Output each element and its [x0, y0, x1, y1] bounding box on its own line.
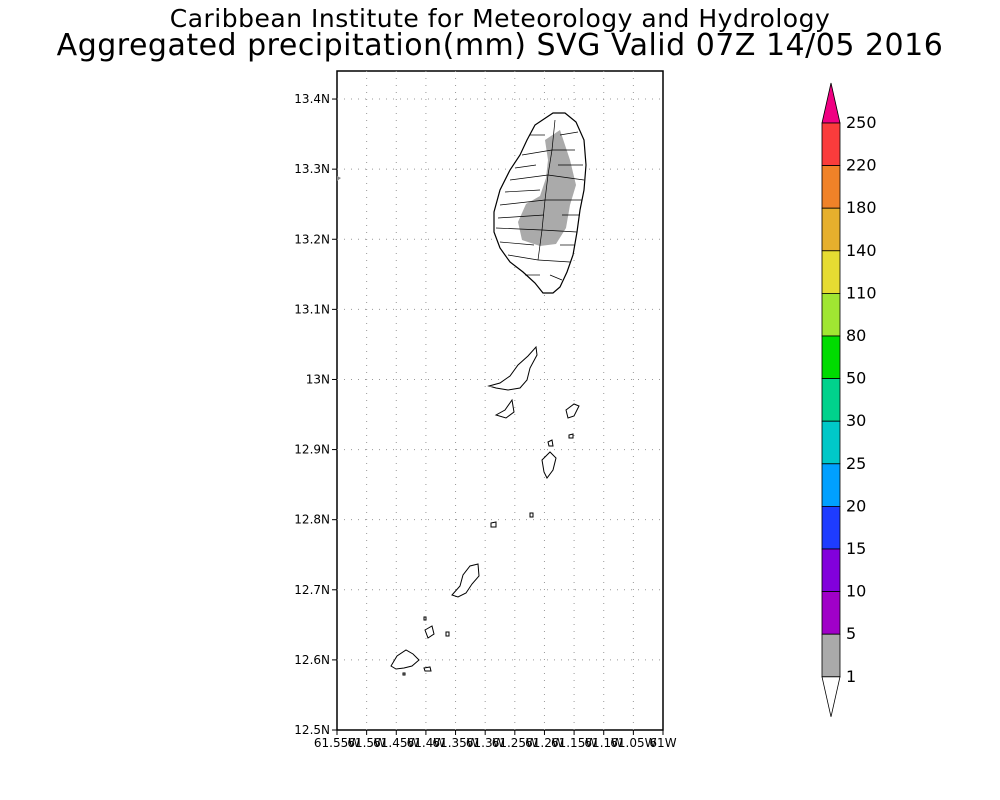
- longitude-labels: 61.55W61.5W61.45W61.4W61.35W61.3W61.25W6…: [314, 730, 677, 750]
- lat-tick-label: 13.3N: [294, 162, 330, 176]
- legend-swatch: [822, 464, 840, 507]
- legend-swatch: [822, 293, 840, 336]
- island-rock-3: [424, 617, 426, 620]
- legend-label: 80: [846, 326, 866, 345]
- legend-swatch: [822, 549, 840, 592]
- lat-tick-label: 13.2N: [294, 232, 330, 246]
- legend-swatch: [822, 166, 840, 209]
- lat-tick-label: 12.6N: [294, 653, 330, 667]
- legend-label: 180: [846, 198, 877, 217]
- island-rock-2: [530, 513, 533, 517]
- lat-tick-label: 12.9N: [294, 443, 330, 457]
- legend-swatch: [822, 336, 840, 379]
- legend-label: 1: [846, 667, 856, 686]
- legend-label: 220: [846, 156, 877, 175]
- lat-tick-label: 13N: [306, 372, 330, 386]
- island-rock-4: [403, 673, 405, 675]
- legend-label: 10: [846, 582, 866, 601]
- legend-label: 20: [846, 496, 866, 515]
- legend-label: 50: [846, 369, 866, 388]
- legend-label: 140: [846, 241, 877, 260]
- legend-swatch: [822, 634, 840, 677]
- lat-tick-label: 12.7N: [294, 583, 330, 597]
- legend-swatch: [822, 379, 840, 422]
- legend-label: 250: [846, 113, 877, 132]
- island-savan: [491, 522, 496, 527]
- lat-tick-label: 12.8N: [294, 513, 330, 527]
- map-frame: [337, 71, 663, 730]
- legend-swatch: [822, 592, 840, 635]
- legend-label: 5: [846, 624, 856, 643]
- legend-bottom-triangle: [822, 677, 840, 717]
- legend-swatch: [822, 208, 840, 251]
- legend-label: 110: [846, 283, 877, 302]
- legend-swatch: [822, 506, 840, 549]
- lon-tick-label: 61W: [649, 736, 676, 750]
- legend-swatch: [822, 123, 840, 166]
- legend-top-triangle: [822, 83, 840, 123]
- island-battowia: [569, 434, 573, 438]
- legend-label: 15: [846, 539, 866, 558]
- latitude-labels: 13.4N 13.3N 13.2N 13.1N 13N 12.9N 12.8N 12.7N 12…: [294, 92, 337, 737]
- lat-tick-label: 13.1N: [294, 302, 330, 316]
- lat-tick-label: 13.4N: [294, 92, 330, 106]
- legend-label: 25: [846, 454, 866, 473]
- lat-tick-label: 12.5N: [294, 723, 330, 737]
- island-palm: [424, 667, 431, 671]
- legend-label: 30: [846, 411, 866, 430]
- island-tobago-cays: [446, 632, 449, 636]
- legend-swatch: [822, 421, 840, 464]
- legend-swatch: [822, 251, 840, 294]
